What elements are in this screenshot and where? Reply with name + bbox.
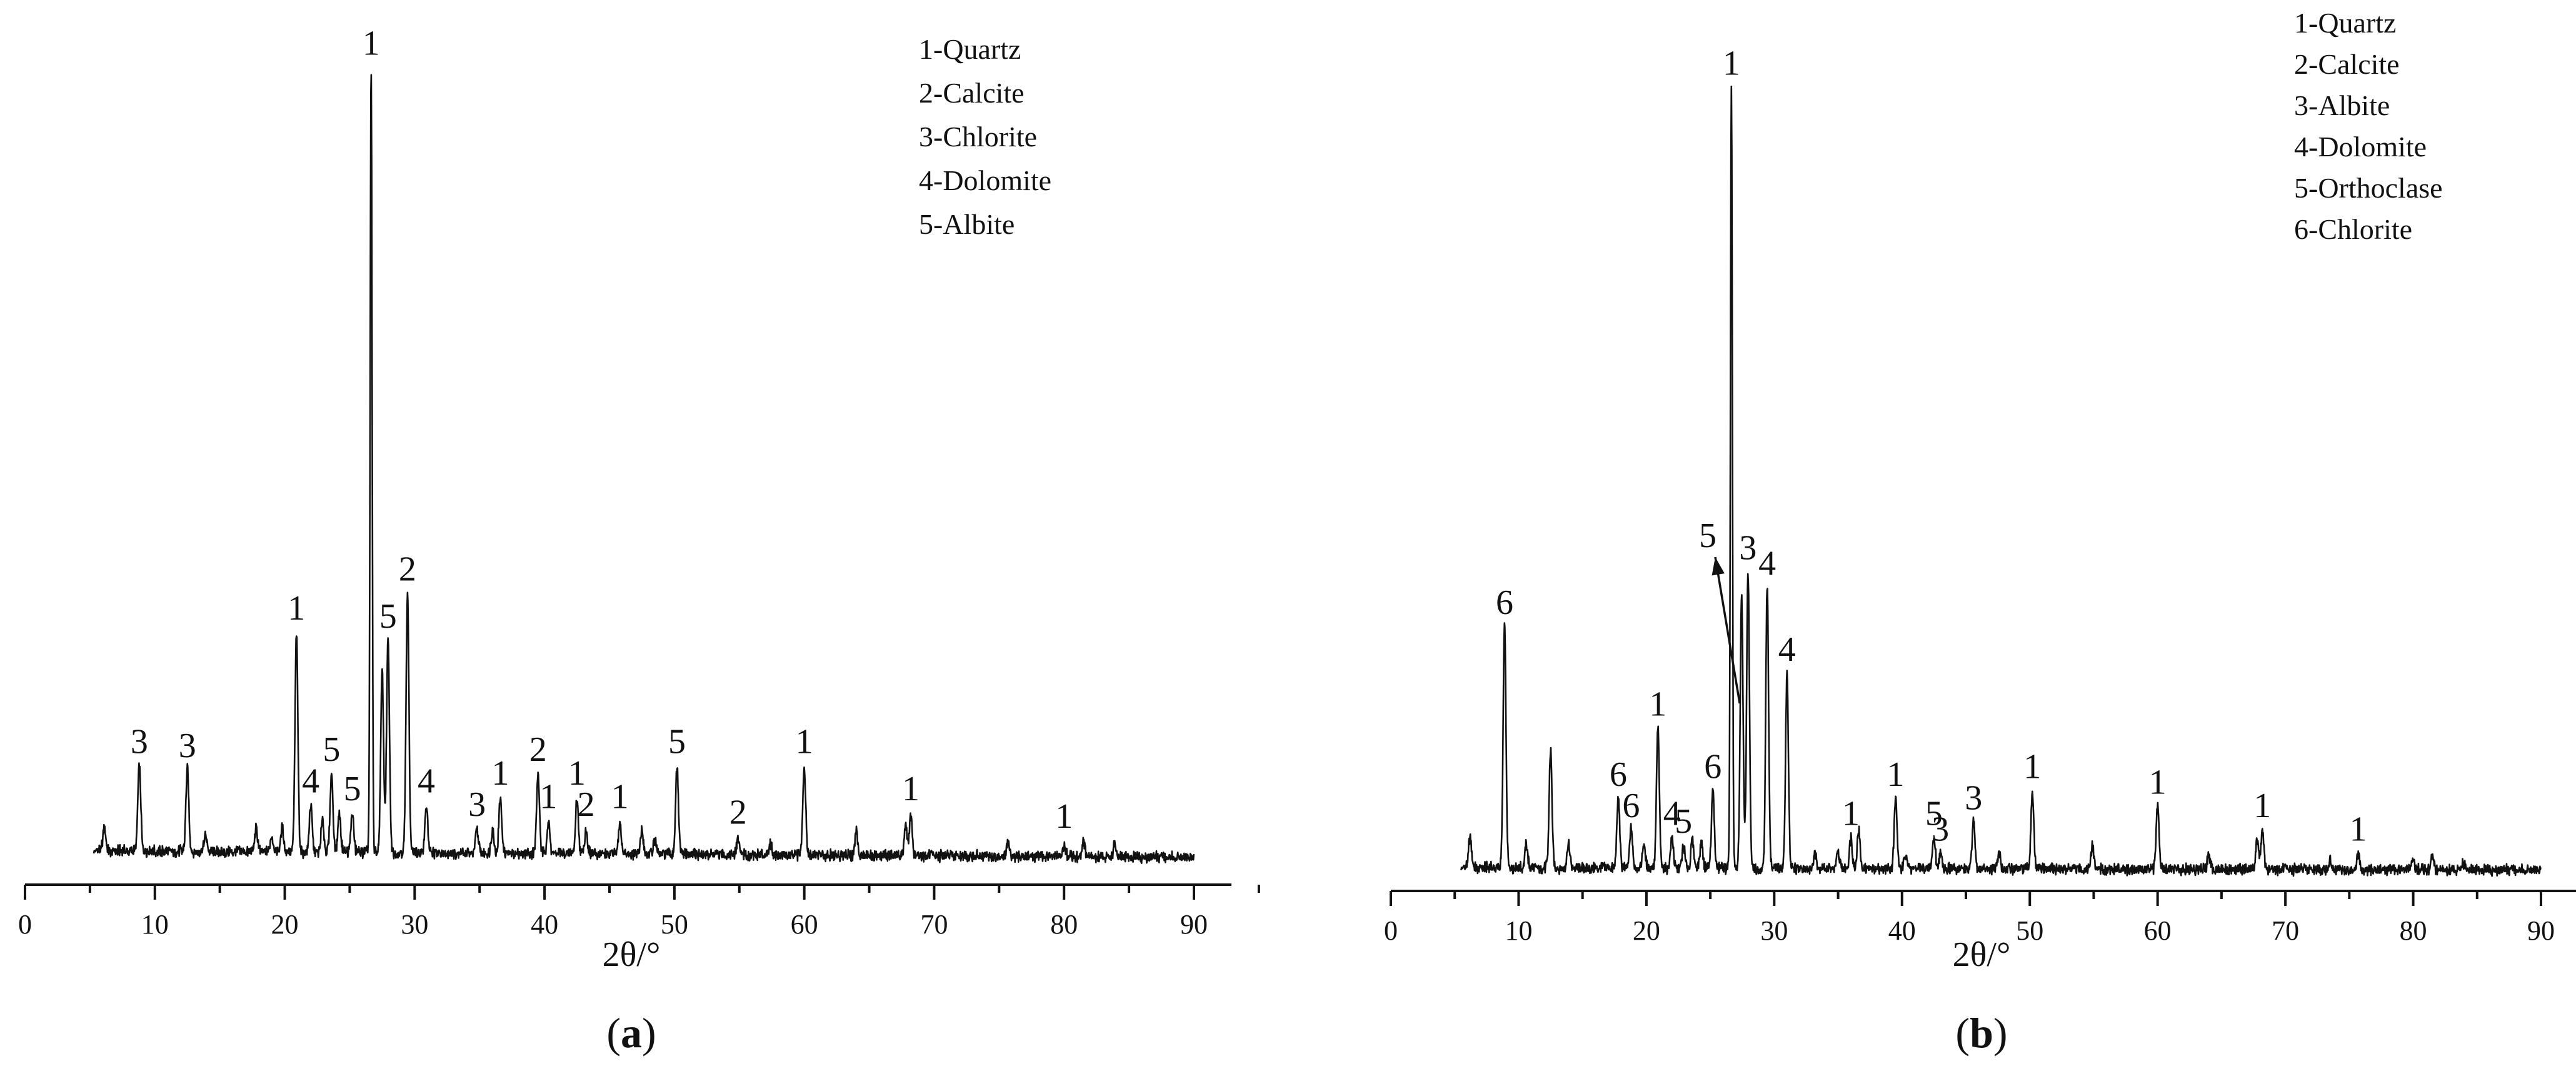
legend-entry: 5-Albite [919,208,1015,240]
panel-b-caption: (b) [1955,1009,2007,1057]
peak-arrow-head [1711,557,1725,576]
x-tick-label: 80 [1050,909,1078,940]
panel-a-xrd-trace [93,74,1195,864]
peak-label: 4 [302,762,319,800]
peak-label: 1 [491,754,509,793]
peak-label: 1 [611,777,629,816]
peak-label: 1 [1055,797,1073,836]
legend-entry: 3-Chlorite [919,121,1037,153]
peak-label: 3 [468,785,486,824]
peak-label: 5 [379,597,397,636]
panel-b-trace [1460,85,2542,877]
peak-label: 6 [1610,755,1627,794]
panel-a-xlabel: 2θ/° [603,935,661,974]
peak-label: 1 [1887,755,1905,794]
legend-entry: 1-Quartz [919,33,1021,65]
peak-label: 3 [1739,529,1757,568]
x-tick-label: 60 [2144,915,2172,946]
x-tick-label: 0 [1384,915,1398,946]
peak-label: 1 [568,754,586,793]
peak-label: 1 [1649,685,1666,724]
x-tick-label: 60 [791,909,818,940]
panel-a-axis: 0 10 20 30 40 50 60 70 80 90 [18,883,1260,940]
x-tick-label: 0 [18,909,32,940]
panel-a-caption-letter: a [621,1009,642,1057]
legend-entry: 2-Calcite [919,77,1025,109]
panel-b-axis: 0 10 20 30 40 50 60 70 80 90 [1384,890,2576,946]
peak-label: 1 [288,589,305,628]
peak-label: 1 [1723,44,1740,83]
x-tick-label: 90 [1180,909,1208,940]
peak-label: 1 [796,723,813,762]
peak-label: 3 [179,727,196,765]
panel-a-trace [93,74,1195,864]
peak-label: 6 [1496,583,1513,622]
panel-b-caption-letter: b [1970,1009,1993,1057]
peak-label: 1 [2149,763,2167,802]
peak-label: 5 [1925,795,1943,833]
x-tick-label: 30 [401,909,428,940]
peak-label: 1 [902,770,920,808]
peak-label: 1 [2023,748,2041,787]
peak-label: 3 [131,723,148,762]
x-tick-label: 90 [2527,915,2555,946]
peak-label: 5 [1699,516,1716,555]
legend-entry: 3-Albite [2294,89,2390,121]
peak-label: 5 [323,730,340,769]
peak-label: 6 [1704,748,1722,787]
peak-label: 6 [1622,787,1640,825]
legend-entry: 1-Quartz [2294,7,2396,39]
peak-label: 2 [578,785,595,824]
legend-entry: 4-Dolomite [919,164,1051,196]
legend-entry: 5-Orthoclase [2294,172,2443,204]
peak-label: 2 [399,550,416,588]
x-tick-label: 20 [271,909,299,940]
x-tick-label: 10 [141,909,169,940]
peak-label: 4 [1758,545,1776,583]
x-tick-label: 50 [661,909,688,940]
legend-entry: 6-Chlorite [2294,213,2412,245]
peak-label: 4 [1778,630,1796,669]
x-tick-label: 70 [2272,915,2299,946]
x-tick-label: 10 [1505,915,1532,946]
x-tick-label: 80 [2400,915,2427,946]
peak-label: 1 [2253,787,2271,825]
x-tick-label: 40 [1888,915,1916,946]
peak-arrow [1714,556,1741,704]
x-tick-label: 30 [1760,915,1788,946]
x-tick-label: 50 [2016,915,2043,946]
peak-label: 4 [1663,795,1681,833]
panel-b-legend: 1-Quartz 2-Calcite 3-Albite 4-Dolomite 5-Ort… [2294,7,2443,245]
x-tick-label: 20 [1633,915,1660,946]
panel-b-xlabel: 2θ/° [1953,935,2011,974]
peak-label: 3 [1932,810,1949,849]
peak-label: 5 [668,723,686,762]
peak-label: 1 [1842,795,1860,833]
panel-b-xrd-trace [1460,85,2542,877]
peak-label: 5 [344,770,361,808]
panel-a-caption: (a) [606,1009,656,1057]
legend-entry: 2-Calcite [2294,48,2400,80]
panel-a-legend: 1-Quartz 2-Calcite 3-Chlorite 4-Dolomite 5-A… [919,33,1051,240]
peak-label: 1 [363,24,380,63]
legend-entry: 4-Dolomite [2294,131,2427,163]
peak-label: 2 [729,793,747,832]
peak-label: 1 [539,777,557,816]
peak-label: 2 [529,730,547,769]
x-tick-label: 40 [531,909,558,940]
peak-label: 4 [418,762,435,800]
peak-label: 1 [2350,810,2367,849]
x-tick-label: 70 [920,909,948,940]
peak-label: 5 [1675,802,1692,841]
peak-label: 3 [1965,779,1982,818]
